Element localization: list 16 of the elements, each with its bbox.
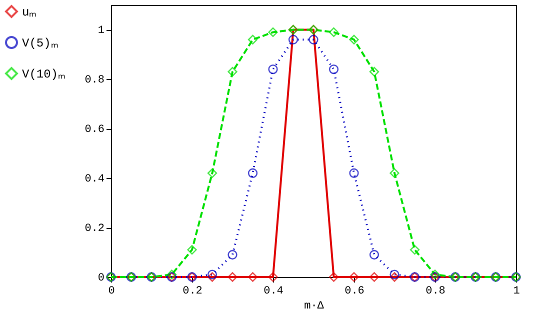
- y-tick-label: 1: [98, 25, 105, 38]
- x-tick-label: 0: [108, 286, 115, 298]
- x-tick-label: 1: [513, 286, 520, 298]
- y-tick-label: 0: [98, 272, 104, 284]
- y-tick-label: 0.8: [84, 74, 104, 87]
- x-tick-label: 0.8: [426, 286, 446, 298]
- x-tick-label: 0.6: [344, 286, 364, 298]
- legend-label: V(5)ₘ: [22, 36, 58, 50]
- y-tick-label: 0.4: [84, 174, 105, 186]
- y-tick-label: 0.6: [84, 124, 104, 136]
- y-tick-label: 0.2: [84, 223, 104, 236]
- x-tick-label: 0.2: [182, 286, 202, 298]
- legend-label: V(10)ₘ: [22, 68, 66, 82]
- x-axis-title: m·Δ: [304, 300, 324, 312]
- x-tick-label: 0.4: [264, 286, 284, 298]
- legend-label: uₘ: [22, 6, 36, 20]
